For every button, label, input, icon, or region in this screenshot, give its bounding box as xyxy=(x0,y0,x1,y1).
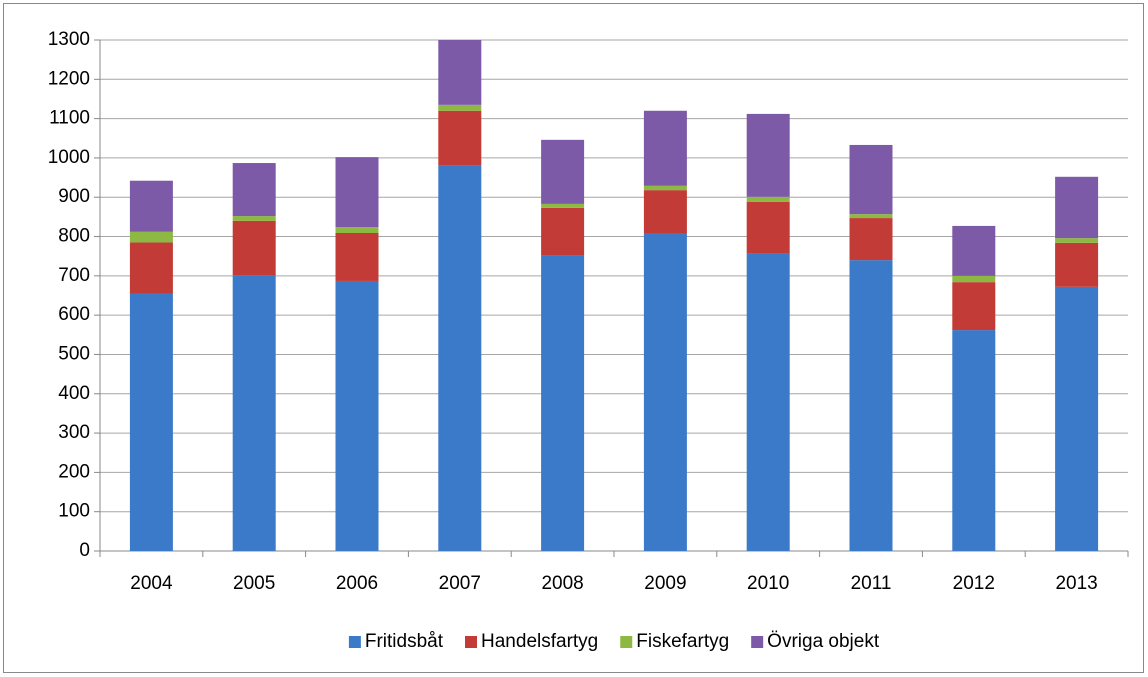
y-tick-label: 400 xyxy=(58,383,90,404)
bar-segment xyxy=(438,165,482,552)
y-tick-label: 1300 xyxy=(48,29,90,50)
y-tick-label: 1200 xyxy=(48,68,90,89)
bar-segment xyxy=(438,104,482,111)
bar-segment xyxy=(849,218,893,261)
y-tick-label: 100 xyxy=(58,501,90,522)
bar-segment xyxy=(232,216,276,221)
bar-segment xyxy=(849,144,893,215)
y-tick-label: 900 xyxy=(58,186,90,207)
bar-segment xyxy=(129,293,173,551)
bar-segment xyxy=(643,190,687,234)
x-tick-label: 2011 xyxy=(851,573,892,594)
bar-segment xyxy=(849,260,893,551)
bar-segment xyxy=(335,280,379,551)
bar-segment xyxy=(952,225,996,276)
y-tick-label: 700 xyxy=(58,265,90,286)
bar-segment xyxy=(541,203,585,208)
bar-segment xyxy=(438,40,482,105)
bar-segment xyxy=(232,163,276,217)
x-tick-label: 2005 xyxy=(233,573,275,594)
y-tick-label: 500 xyxy=(58,343,90,364)
y-tick-label: 1000 xyxy=(48,147,90,168)
bar-segment xyxy=(129,231,173,243)
bar-segment xyxy=(952,282,996,331)
bar-segment xyxy=(746,253,790,551)
legend-label: Övriga objekt xyxy=(767,631,880,652)
bar-segment xyxy=(1055,286,1099,551)
bar-segment xyxy=(129,180,173,232)
bar-segment xyxy=(541,139,585,204)
legend-swatch xyxy=(348,636,361,648)
x-tick-label: 2009 xyxy=(644,573,686,594)
bar-segment xyxy=(952,275,996,283)
bar-segment xyxy=(1055,238,1099,243)
bar-segment xyxy=(541,207,585,256)
bar-segment xyxy=(746,113,790,197)
bar-segment xyxy=(643,110,687,186)
legend-swatch xyxy=(751,636,764,648)
bar-segment xyxy=(1055,242,1099,287)
legend-swatch xyxy=(465,636,478,648)
x-tick-label: 2007 xyxy=(439,573,481,594)
bar-segment xyxy=(232,220,276,276)
y-tick-label: 600 xyxy=(58,304,90,325)
bar-segment xyxy=(541,255,585,551)
y-tick-label: 800 xyxy=(58,226,90,247)
bar-segment xyxy=(643,185,687,191)
bar-segment xyxy=(643,233,687,551)
legend-label: Handelsfartyg xyxy=(481,631,598,652)
y-tick-label: 200 xyxy=(58,461,90,482)
bar-segment xyxy=(849,214,893,219)
x-tick-label: 2004 xyxy=(130,573,173,594)
y-tick-label: 1100 xyxy=(49,108,90,129)
bar-segment xyxy=(335,227,379,234)
bar-segment xyxy=(335,233,379,281)
legend-label: Fiskefartyg xyxy=(636,631,729,652)
x-tick-label: 2012 xyxy=(953,573,995,594)
bar-segment xyxy=(952,330,996,551)
legend-swatch xyxy=(620,636,633,648)
x-tick-label: 2006 xyxy=(336,573,378,594)
x-tick-label: 2008 xyxy=(541,573,583,594)
bar-segment xyxy=(1055,176,1099,239)
legend-label: Fritidsbåt xyxy=(365,631,444,652)
x-tick-label: 2010 xyxy=(747,573,789,594)
bar-segment xyxy=(746,196,790,202)
bar-segment xyxy=(129,242,173,294)
bar-segment xyxy=(746,201,790,254)
bar-segment xyxy=(232,275,276,551)
bar-segment xyxy=(438,110,482,166)
y-tick-label: 0 xyxy=(79,540,90,561)
y-tick-label: 300 xyxy=(58,422,90,443)
x-tick-label: 2013 xyxy=(1055,573,1097,594)
bar-segment xyxy=(335,157,379,228)
